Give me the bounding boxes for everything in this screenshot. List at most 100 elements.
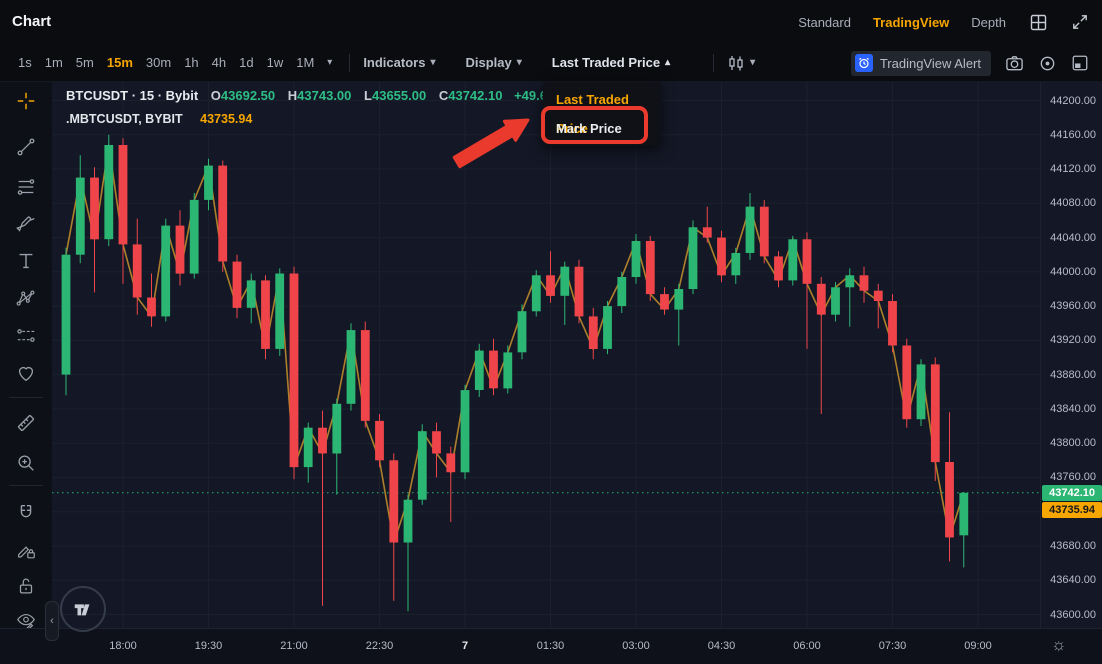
mark-symbol-title[interactable]: .MBTCUSDT, BYBIT	[66, 112, 183, 126]
price-tick: 43880.00	[1050, 368, 1096, 381]
time-tick: 22:30	[365, 640, 394, 652]
candlestick-chart	[52, 82, 1040, 628]
alert-button-label: TradingView Alert	[879, 55, 981, 71]
price-tick: 43760.00	[1050, 471, 1096, 484]
close-label: C	[438, 88, 449, 103]
mark-price-value: 43735.94	[200, 112, 253, 126]
tab-tradingview[interactable]: TradingView	[872, 14, 950, 30]
tab-depth[interactable]: Depth	[971, 14, 1006, 30]
price-tick: 44120.00	[1050, 163, 1096, 175]
menu-item-last-traded-price[interactable]: Last Traded Price	[556, 92, 629, 136]
fib-retracement-icon[interactable]	[13, 174, 39, 200]
time-tick: 18:00	[109, 640, 137, 652]
trend-line-icon[interactable]	[13, 134, 39, 160]
timeframe-5m[interactable]: 5m	[75, 55, 94, 70]
settings-target-icon[interactable]	[1037, 53, 1057, 73]
last-price-tag: 43742.10	[1042, 484, 1102, 501]
fullscreen-icon[interactable]	[1070, 12, 1090, 32]
candles-icon	[729, 55, 743, 70]
symbol-legend: BTCUSDT · 15 · Bybit O43692.50 H43743.00…	[66, 88, 570, 103]
camera-icon[interactable]	[1004, 53, 1024, 73]
timeframe-30m[interactable]: 30m	[145, 55, 172, 70]
toolbar-divider	[349, 53, 351, 72]
drawing-mode-lock-icon[interactable]	[13, 537, 39, 563]
indicators-button[interactable]: Indicators ▾	[363, 55, 439, 70]
crosshair-icon[interactable]	[13, 88, 39, 114]
popout-icon[interactable]	[1070, 53, 1090, 73]
price-tick: 43840.00	[1050, 402, 1096, 415]
price-tick: 44160.00	[1050, 128, 1096, 141]
timeframe-1h[interactable]: 1h	[184, 55, 199, 70]
open-label: O	[210, 88, 221, 103]
time-axis[interactable]: ☼ 18:00 19:30 21:00 22:30 7 01:30 03:00 04:30 06…	[0, 628, 1102, 664]
sidebar-collapse-handle[interactable]: ‹	[45, 601, 59, 641]
drawing-tools-sidebar	[0, 82, 53, 631]
low-value: 43655.00	[371, 88, 427, 103]
chart-plot-area[interactable]: BTCUSDT · 15 · Bybit O43692.50 H43743.00…	[52, 82, 1040, 632]
emoji-heart-icon[interactable]	[13, 360, 39, 386]
top-bar: Chart Standard TradingView Depth	[0, 0, 1102, 44]
tradingview-logo[interactable]	[60, 586, 106, 632]
price-source-button[interactable]: Last Traded Price ▴	[552, 55, 674, 70]
high-value: 43743.00	[297, 88, 352, 103]
time-tick: 7	[461, 640, 469, 652]
time-tick: 19:30	[194, 640, 223, 652]
timeframes-caret-down-icon[interactable]: ▾	[327, 57, 333, 68]
open-value: 43692.50	[220, 88, 276, 103]
timeframe-1w[interactable]: 1w	[266, 55, 284, 70]
timeframe-4h[interactable]: 4h	[211, 55, 227, 70]
caret-up-icon: ▴	[665, 57, 671, 68]
measure-ruler-icon[interactable]	[13, 410, 39, 436]
time-tick: 04:30	[707, 640, 736, 652]
display-button[interactable]: Display ▾	[465, 55, 525, 70]
chart-type-button[interactable]: ▾	[727, 54, 759, 72]
price-tick: 43920.00	[1050, 334, 1096, 347]
timeframe-1M[interactable]: 1M	[296, 55, 315, 70]
alarm-clock-icon	[854, 54, 873, 72]
lock-all-drawings-icon[interactable]	[13, 573, 39, 599]
time-tick: 07:30	[878, 640, 907, 652]
symbol-title[interactable]: BTCUSDT · 15 · Bybit	[66, 88, 199, 103]
time-tick: 01:30	[536, 640, 565, 652]
chart-toolbar: 1s 1m 5m 15m 30m 1h 4h 1d 1w 1M ▾ Indicators ▾ Di…	[0, 44, 1102, 82]
timeframe-1s[interactable]: 1s	[18, 55, 32, 70]
high-label: H	[287, 88, 298, 103]
price-tick: 44200.00	[1050, 94, 1096, 107]
indicators-label: Indicators	[363, 55, 426, 70]
sidebar-divider	[9, 397, 43, 398]
annotation-highlight-box	[541, 106, 648, 144]
menu-item-mark-price[interactable]: Mark Price	[556, 121, 622, 136]
price-source-label: Last Traded Price	[551, 55, 661, 70]
timeframe-1d[interactable]: 1d	[239, 55, 254, 70]
caret-down-icon: ▾	[430, 57, 436, 68]
tradingview-alert-button[interactable]: TradingView Alert	[850, 50, 991, 76]
long-short-position-icon[interactable]	[13, 323, 39, 349]
timeframe-group: 1s 1m 5m 15m 30m 1h 4h 1d 1w 1M	[18, 55, 327, 70]
magnet-icon[interactable]	[13, 500, 39, 526]
price-tick: 43640.00	[1050, 574, 1096, 587]
brush-icon[interactable]	[13, 211, 39, 237]
zoom-in-icon[interactable]	[13, 450, 39, 476]
timeframe-1m[interactable]: 1m	[44, 55, 63, 70]
annotation-arrow-icon	[445, 100, 540, 180]
toolbar-divider	[713, 53, 715, 72]
price-tick: 43960.00	[1050, 300, 1096, 313]
sidebar-divider	[9, 485, 43, 486]
display-label: Display	[465, 55, 512, 70]
page-title: Chart	[12, 13, 52, 30]
tab-standard[interactable]: Standard	[798, 14, 851, 30]
toolbar-right-group: TradingView Alert	[850, 44, 1090, 82]
price-axis[interactable]: 44200.00 44160.00 44120.00 44080.00 44040.00…	[1040, 82, 1102, 628]
time-tick: 03:00	[622, 640, 650, 652]
mark-price-tag: 43735.94	[1042, 501, 1102, 518]
price-tick: 43600.00	[1050, 608, 1096, 621]
text-tool-icon[interactable]	[13, 248, 39, 274]
theme-sun-icon[interactable]: ☼	[1051, 635, 1067, 654]
top-bar-right: Standard TradingView Depth	[798, 0, 1090, 44]
layout-grid-icon[interactable]	[1028, 12, 1048, 32]
timeframe-15m[interactable]: 15m	[106, 55, 133, 70]
price-tick: 43800.00	[1050, 437, 1096, 450]
price-tick: 43680.00	[1050, 540, 1096, 552]
xabcd-pattern-icon[interactable]	[13, 286, 39, 312]
